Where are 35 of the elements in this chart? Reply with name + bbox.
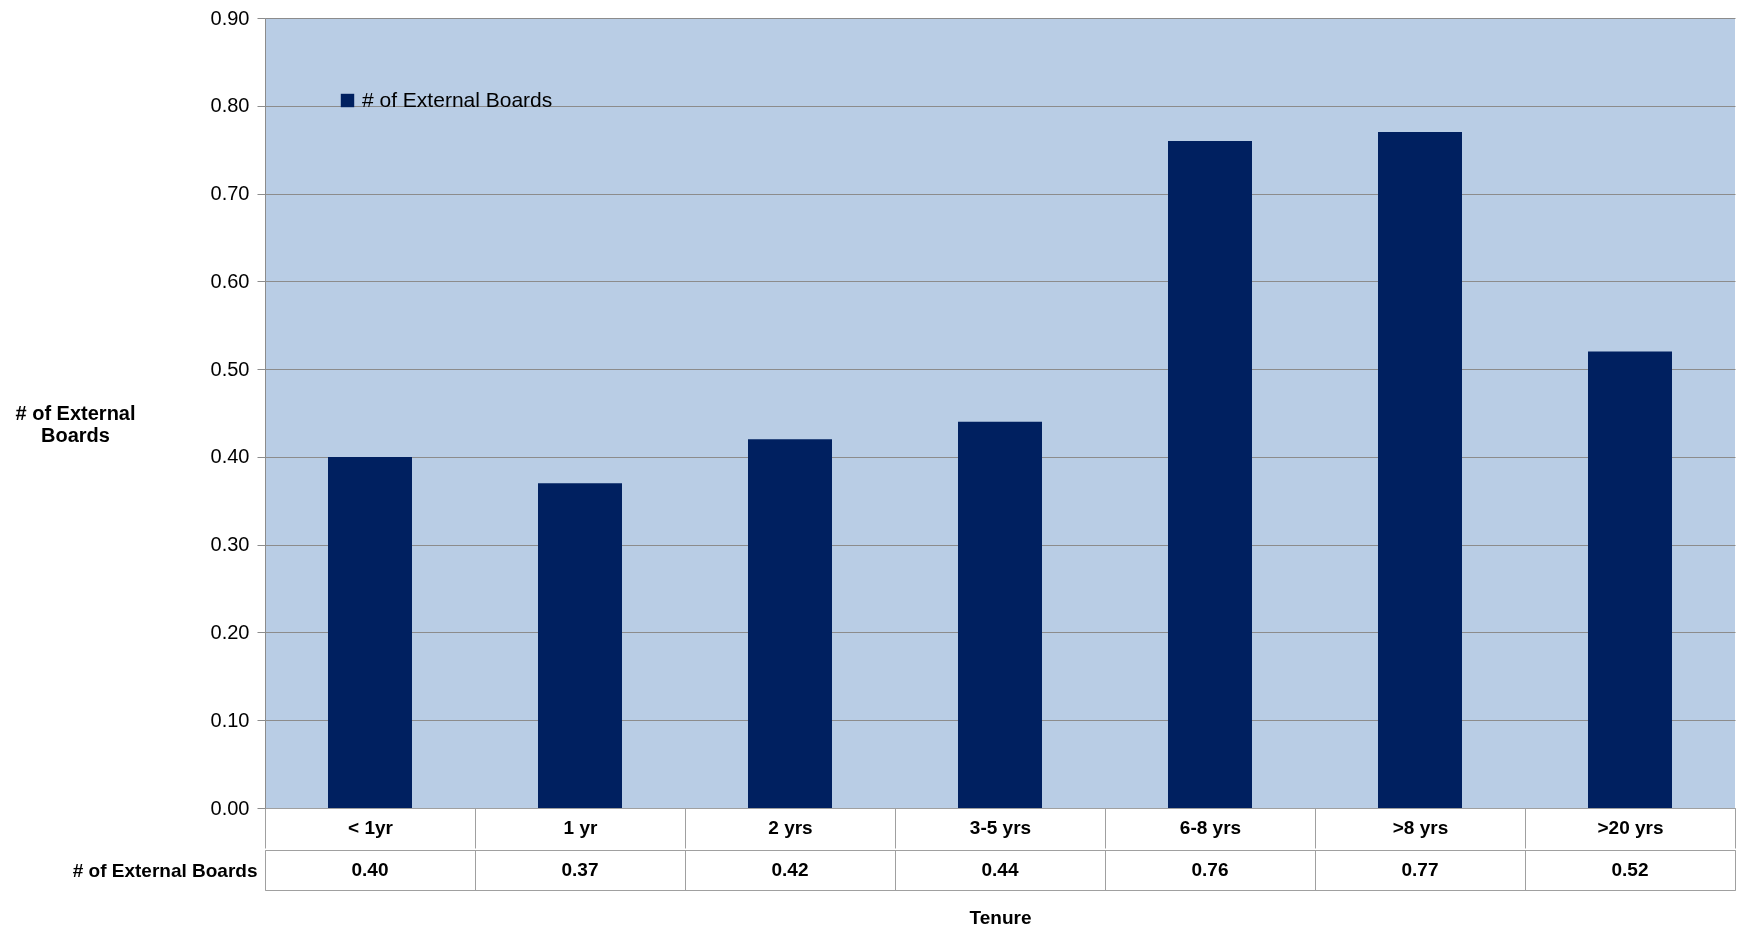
bar <box>748 439 832 808</box>
x-tick-label: 2 yrs <box>768 816 813 838</box>
bar <box>958 421 1042 808</box>
x-tick-label: 1 yr <box>563 816 599 838</box>
y-tick-label: 0.20 <box>210 620 250 643</box>
data-label: 0.37 <box>561 859 599 880</box>
x-tick-label: >20 yrs <box>1597 816 1664 838</box>
y-tick-label: 0.30 <box>210 533 250 556</box>
y-tick-label: 0.50 <box>210 357 250 380</box>
bar <box>1588 351 1672 808</box>
data-label: 0.44 <box>981 859 1019 880</box>
data-label: 0.77 <box>1401 859 1439 880</box>
x-tick-label: < 1yr <box>348 816 394 838</box>
bar <box>328 456 412 808</box>
y-tick-label: 0.70 <box>210 182 250 205</box>
data-label: 0.52 <box>1611 859 1649 880</box>
y-tick-label: 0.40 <box>210 445 250 468</box>
x-tick-label: >8 yrs <box>1392 816 1449 838</box>
bar <box>1378 132 1462 808</box>
y-tick-label: 0.10 <box>210 708 250 731</box>
y-tick-label: 0.90 <box>210 6 250 29</box>
bar <box>538 483 622 808</box>
data-label: 0.40 <box>351 859 389 880</box>
y-tick-label: 0.00 <box>210 796 250 819</box>
text: # of External Boards <box>72 859 258 881</box>
data-label: 0.42 <box>771 859 809 880</box>
y-tick-label: 0.60 <box>210 269 250 292</box>
x-tick-label: 6-8 yrs <box>1179 816 1242 838</box>
legend-label: # of External Boards <box>362 87 553 111</box>
data-label: 0.76 <box>1191 859 1229 880</box>
y-tick-label: 0.80 <box>210 94 250 117</box>
x-axis-title: Tenure <box>969 906 1032 928</box>
x-tick-label: 3-5 yrs <box>969 816 1032 838</box>
y-axis-title: # of External Boards <box>15 401 136 446</box>
bar <box>1168 140 1252 808</box>
